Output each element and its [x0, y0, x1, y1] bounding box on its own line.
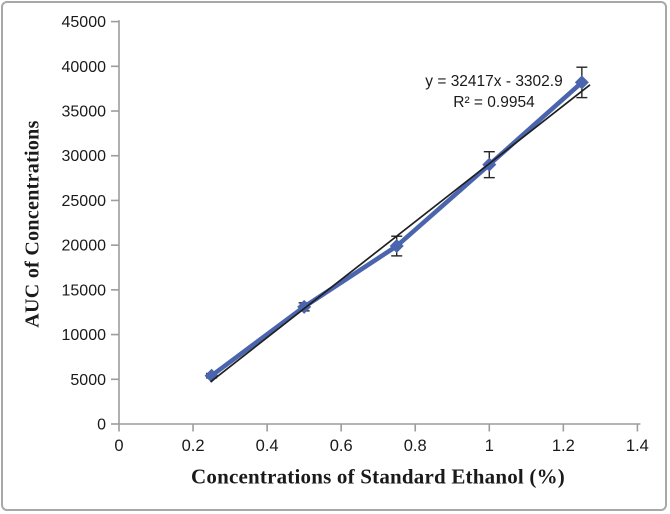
x-axis-tick-label: 1.4: [626, 437, 649, 455]
trendline-r2-label: R² = 0.9954: [453, 94, 535, 111]
x-axis-tick-label: 0.6: [330, 437, 353, 455]
x-axis-title: Concentrations of Standard Ethanol (%): [191, 464, 565, 489]
y-axis-tick-label: 20000: [62, 238, 107, 255]
x-axis-tick-label: 1.2: [552, 437, 575, 455]
y-axis-tick-label: 10000: [62, 327, 107, 344]
series-line: [209, 80, 585, 379]
trendline-equation-label: y = 32417x - 3302.9: [425, 73, 563, 90]
data-point-marker: [389, 239, 404, 254]
y-axis-tick-label: 35000: [62, 104, 107, 121]
y-axis-tick-label: 25000: [62, 193, 107, 210]
trendline-annotation: y = 32417x - 3302.9 R² = 0.9954: [425, 71, 562, 113]
x-axis-tick-label: 1: [485, 437, 494, 455]
y-axis-tick-label: 45000: [62, 14, 107, 31]
x-axis-tick-label: 0.8: [404, 437, 427, 455]
x-axis-tick-label: 0: [114, 437, 123, 455]
y-axis-tick-label: 15000: [62, 282, 107, 299]
y-axis-title: AUC of Concentrations: [21, 120, 44, 328]
y-axis-tick-label: 40000: [62, 59, 107, 76]
data-point-marker: [574, 75, 589, 90]
y-axis-tick-label: 0: [97, 417, 106, 434]
x-axis-tick-label: 0.2: [182, 437, 205, 455]
x-axis-tick-label: 0.4: [256, 437, 279, 455]
y-axis-tick-label: 5000: [70, 372, 106, 389]
trendline: [209, 84, 591, 383]
y-axis-tick-label: 30000: [62, 148, 107, 165]
